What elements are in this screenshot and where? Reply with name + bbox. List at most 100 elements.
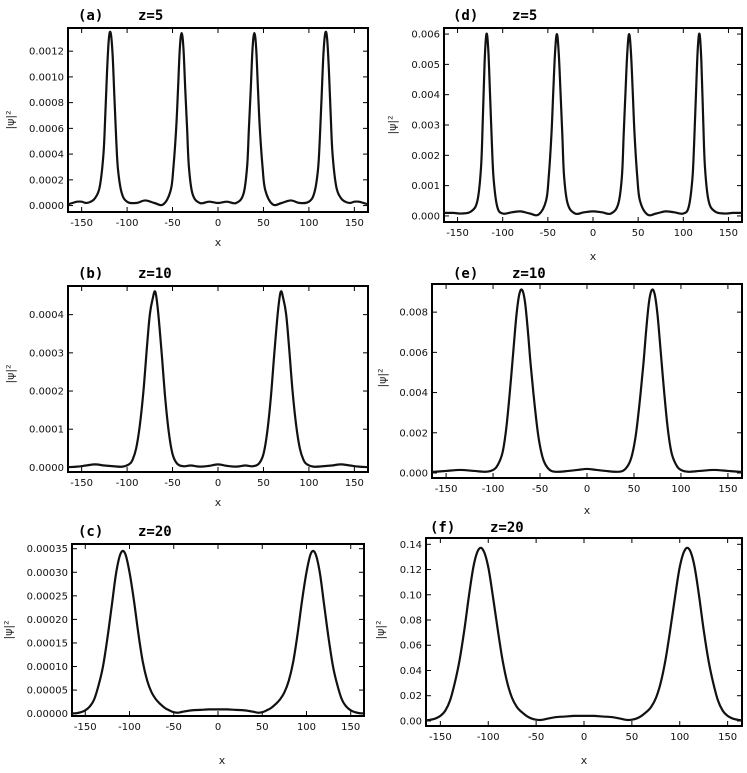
panel-b-x-tick-label: -100	[116, 478, 139, 489]
panel-c-y-tick-label: 0.00035	[27, 544, 68, 555]
panel-e-y-tick-label: 0.004	[399, 388, 428, 399]
panel-a-x-tick-label: -100	[116, 218, 139, 229]
panel-e-label: (e)	[453, 266, 478, 282]
panel-b-series-intensity	[67, 290, 369, 469]
panel-d-x-tick-label: 100	[674, 228, 693, 239]
panel-e-x-tick-label: -50	[532, 484, 548, 495]
panel-a-x-tick-label: 100	[299, 218, 318, 229]
panel-f-y-tick-label: 0.02	[400, 691, 422, 702]
panel-b-x-tick-label: 150	[345, 478, 364, 489]
panel-e-title: z=10	[512, 266, 546, 282]
panel-b-x-tick-label: -150	[70, 478, 93, 489]
panel-c-label: (c)	[78, 524, 103, 540]
panel-b-x-tick-label: 0	[215, 478, 221, 489]
panel-d-y-tick-label: 0.001	[411, 181, 440, 192]
panel-a-y-ticks: 0.0000 0.0002 0.0004 0.0006 0.0008 0.0010 0.00…	[29, 47, 368, 212]
panel-f-y-tick-label: 0.04	[400, 666, 422, 677]
panel-c-x-axis-label: x	[219, 754, 226, 767]
panel-a-x-tick-label: -50	[164, 218, 180, 229]
panel-f-y-tick-label: 0.08	[400, 616, 422, 627]
panel-e-frame	[431, 283, 743, 479]
panel-f-x-tick-label: -150	[429, 732, 452, 743]
panel-c-x-tick-label: 150	[341, 722, 360, 733]
panel-c-y-axis-label: |ψ|²	[2, 620, 15, 639]
panel-b-y-tick-label: 0.0003	[29, 348, 64, 359]
panel-f-y-tick-label: 0.10	[400, 590, 422, 601]
panel-a-x-tick-label: 150	[345, 218, 364, 229]
panel-f-y-tick-label: 0.00	[400, 716, 422, 727]
panel-d-x-tick-label: 150	[719, 228, 738, 239]
panel-f-x-tick-label: 0	[581, 732, 587, 743]
panel-d-x-ticks: -150 -100 -50 0 50 100 150	[446, 28, 738, 239]
panel-c: (c) z=20 -150 -100 -50 0 50 100 150 0.000000.0…	[2, 524, 365, 767]
panel-c-x-tick-label: -150	[74, 722, 97, 733]
panel-a-x-tick-label: -150	[70, 218, 93, 229]
panel-b-x-tick-label: -50	[164, 478, 180, 489]
panel-d-y-tick-label: 0.004	[411, 90, 440, 101]
panel-e-x-ticks: -150 -100 -50 0 50 100 150	[435, 284, 737, 495]
panel-a-x-ticks: -150 -100 -50 0 50 100 150	[70, 28, 364, 229]
panel-d-y-tick-label: 0.002	[411, 151, 440, 162]
panel-c-y-tick-label: 0.00015	[27, 638, 68, 649]
panel-f-y-ticks: 0.00 0.02 0.04 0.06 0.08 0.10 0.12 0.14	[400, 540, 742, 727]
panel-f-x-tick-label: 150	[718, 732, 737, 743]
panel-b: (b) z=10 -150 -100 -50 0 50 100 150 0.00000.00…	[4, 266, 369, 509]
panel-e-x-axis-label: x	[584, 504, 591, 517]
panel-e-x-tick-label: -150	[435, 484, 458, 495]
panel-f-label: (f)	[430, 520, 455, 536]
panel-a-y-tick-label: 0.0002	[29, 175, 64, 186]
panel-d-x-tick-label: 0	[590, 228, 596, 239]
panel-d-label: (d)	[453, 8, 478, 24]
panel-b-y-tick-label: 0.0002	[29, 387, 64, 398]
panel-a-title: z=5	[138, 8, 163, 24]
panel-b-y-tick-label: 0.0001	[29, 425, 64, 436]
panel-b-x-tick-label: 50	[257, 478, 270, 489]
panel-e-y-axis-label: |ψ|²	[376, 368, 389, 387]
panel-c-x-tick-label: 0	[215, 722, 221, 733]
panel-e-y-tick-label: 0.006	[399, 348, 428, 359]
panel-a-y-tick-label: 0.0004	[29, 150, 64, 161]
panel-f-x-tick-label: -100	[477, 732, 500, 743]
panel-d-series-intensity	[443, 32, 743, 217]
panel-f-x-tick-label: 50	[626, 732, 639, 743]
panel-d-y-ticks: 0.000 0.001 0.002 0.003 0.004 0.005 0.006	[411, 30, 742, 222]
panel-f-y-axis-label: |ψ|²	[374, 620, 387, 639]
panel-c-y-tick-label: 0.00010	[27, 662, 68, 673]
panel-c-x-ticks: -150 -100 -50 0 50 100 150	[74, 544, 360, 733]
panel-d: (d) z=5 -150 -100 -50 0 50 100 150 0.0000.0010…	[386, 8, 743, 263]
panel-a-x-tick-label: 0	[215, 218, 221, 229]
panel-a: (a) z=5 -150 -100 -50 0 50 100 150 0.0000 0.000…	[4, 8, 369, 249]
panel-b-y-tick-label: 0.0004	[29, 310, 64, 321]
panel-e-x-tick-label: 0	[584, 484, 590, 495]
panel-e-series-intensity	[431, 288, 743, 474]
panel-d-y-axis-label: |ψ|²	[386, 115, 399, 134]
panel-d-y-tick-label: 0.000	[411, 211, 440, 222]
panel-a-y-tick-label: 0.0000	[29, 201, 64, 212]
panel-b-y-tick-label: 0.0000	[29, 463, 64, 474]
panel-d-x-tick-label: -50	[540, 228, 556, 239]
panel-c-title: z=20	[138, 524, 172, 540]
panel-c-x-tick-label: -50	[166, 722, 182, 733]
panel-d-y-tick-label: 0.003	[411, 121, 440, 132]
panel-e-x-tick-label: 150	[718, 484, 737, 495]
panel-f-title: z=20	[490, 520, 524, 536]
panel-c-x-tick-label: 100	[297, 722, 316, 733]
panel-d-x-tick-label: -100	[491, 228, 514, 239]
panel-e-x-tick-label: -100	[482, 484, 505, 495]
panel-d-x-axis-label: x	[590, 250, 597, 263]
panel-a-y-axis-label: |ψ|²	[4, 110, 17, 129]
panel-b-y-axis-label: |ψ|²	[4, 364, 17, 383]
panel-a-y-tick-label: 0.0006	[29, 124, 64, 135]
panel-c-y-ticks: 0.00000 0.00005 0.00010 0.00015 0.00020 0.000…	[27, 544, 364, 720]
panel-b-frame	[67, 285, 369, 473]
panel-c-y-tick-label: 0.00025	[27, 591, 68, 602]
panel-e-x-tick-label: 100	[671, 484, 690, 495]
panel-c-x-tick-label: 50	[256, 722, 269, 733]
panel-a-x-tick-label: 50	[257, 218, 270, 229]
panel-c-y-tick-label: 0.00020	[27, 615, 68, 626]
panel-d-y-tick-label: 0.005	[411, 60, 440, 71]
panel-a-label: (a)	[78, 8, 103, 24]
panel-f-series-intensity	[425, 546, 743, 722]
panel-c-y-tick-label: 0.00030	[27, 568, 68, 579]
